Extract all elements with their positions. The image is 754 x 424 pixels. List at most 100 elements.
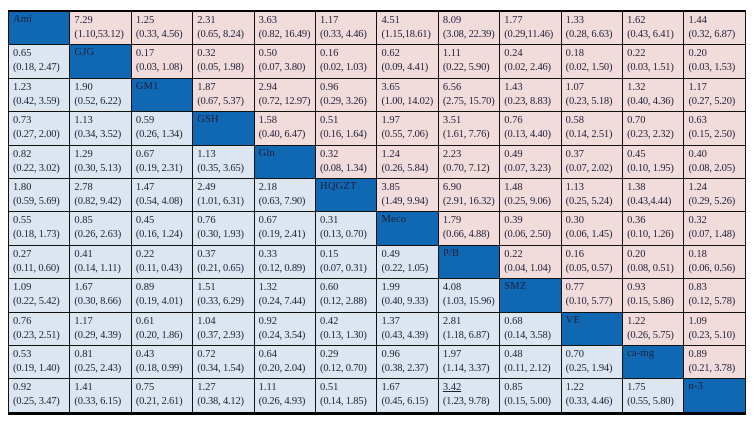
odds-ratio-value: 1.17 [74,315,93,327]
odds-ratio-value: 0.72 [197,349,216,361]
confidence-interval: (0.07, 2.02) [565,162,613,174]
effect-estimate-cell: 1.99 (0.40, 9.33) [376,278,439,313]
effect-estimate-cell: 1.29 (0.30, 5.13) [69,144,132,180]
effect-estimate-cell: 0.73 (0.27, 2.00) [7,111,71,146]
odds-ratio-value: 0.40 [688,148,707,160]
odds-ratio-value: 0.70 [627,115,646,127]
effect-estimate-cell: 0.32 (0.07, 1.48) [683,211,746,246]
confidence-interval: (0.26, 5.75) [627,329,674,341]
effect-estimate-cell: 0.49 (0.22, 1.05) [376,244,439,280]
odds-ratio-value: 1.97 [381,115,400,127]
odds-ratio-value: 0.22 [135,248,155,260]
league-table-figure: Ami 7.29 (1.10,53.12) 1.25 (0.33, 4.56) 2.31 (… [7,10,746,415]
effect-estimate-cell: 0.51 (0.16, 1.64) [315,111,378,146]
table-row: 0.92 (0.25, 3.47) 1.41 (0.33, 6.15) 0.75 (0.2… [7,378,746,414]
odds-ratio-value: 0.36 [627,215,646,227]
effect-estimate-cell: 0.81 (0.25, 2.43) [69,345,132,380]
odds-ratio-value: 0.43 [135,349,155,361]
league-table-body: Ami 7.29 (1.10,53.12) 1.25 (0.33, 4.56) 2.31 (… [7,10,746,414]
odds-ratio-value: 2.78 [74,182,93,194]
confidence-interval: (0.55, 5.80) [627,396,674,408]
confidence-interval: (0.25, 1.94) [565,363,613,375]
effect-estimate-cell: 0.93 (0.15, 5.86) [622,278,685,313]
effect-estimate-cell: 0.61 (0.20, 1.86) [130,311,194,347]
effect-estimate-cell: 8.09 (3.08, 22.39) [437,10,501,46]
odds-ratio-value: 0.45 [627,148,646,160]
odds-ratio-value: 0.61 [135,315,155,327]
effect-estimate-cell: 2.23 (0.70, 7.12) [437,144,501,180]
effect-estimate-cell: 3.85 (1.49, 9.94) [376,178,439,213]
confidence-interval: (0.14, 3.58) [504,329,551,341]
confidence-interval: (0.19, 4.01) [135,296,183,308]
odds-ratio-value: 0.60 [320,282,339,294]
confidence-interval: (0.15, 5.00) [504,396,551,408]
effect-estimate-cell: 0.85 (0.26, 2.63) [69,211,132,246]
odds-ratio-value: 1.43 [504,81,523,93]
effect-estimate-cell: 0.92 (0.25, 3.47) [7,378,71,414]
odds-ratio-value: 0.48 [504,349,523,361]
treatment-label: VE [565,314,581,326]
odds-ratio-value: 0.59 [135,115,155,127]
effect-estimate-cell: 1.44 (0.32, 6.87) [683,10,746,46]
effect-estimate-cell: 0.67 (0.19, 2.31) [130,144,194,180]
confidence-interval: (0.12, 2.88) [320,296,367,308]
odds-ratio-value: 1.04 [197,315,216,327]
odds-ratio-value: 0.39 [504,215,523,227]
odds-ratio-value: 1.80 [13,182,32,194]
odds-ratio-value: 0.76 [197,215,216,227]
effect-estimate-cell: 0.27 (0.11, 0.60) [7,244,71,280]
odds-ratio-value: 0.51 [320,115,339,127]
odds-ratio-value: 6.56 [442,81,462,93]
confidence-interval: (0.54, 4.08) [135,196,183,208]
confidence-interval: (0.25, 9.06) [504,196,551,208]
confidence-interval: (0.21, 2.61) [135,396,183,408]
odds-ratio-value: 3.51 [442,115,462,127]
odds-ratio-value: 0.20 [688,48,707,60]
confidence-interval: (0.34, 3.52) [74,129,121,141]
confidence-interval: (0.10, 1.26) [627,229,674,241]
effect-estimate-cell: 0.49 (0.07, 3.23) [499,144,562,180]
table-row: 0.53 (0.19, 1.40) 0.81 (0.25, 2.43) 0.43 (0.1… [7,345,746,380]
confidence-interval: (0.08, 2.05) [688,162,736,174]
odds-ratio-value: 2.23 [442,148,462,160]
odds-ratio-value: 1.23 [13,81,32,93]
confidence-interval: (0.22, 3.02) [13,162,60,174]
treatment-label: GM1 [135,80,159,92]
confidence-interval: (0.25, 5.24) [565,196,613,208]
confidence-interval: (0.30, 8.66) [74,296,121,308]
odds-ratio-value: 0.63 [688,115,707,127]
confidence-interval: (1.18, 6.87) [442,329,490,341]
odds-ratio-value: 1.97 [442,349,462,361]
confidence-interval: (0.12, 5.78) [688,296,736,308]
effect-estimate-cell: 1.87 (0.67, 5.37) [192,77,255,113]
effect-estimate-cell: 1.27 (0.38, 4.12) [192,378,255,414]
confidence-interval: (0.33, 6.15) [74,396,121,408]
confidence-interval: (0.07, 3.80) [258,62,306,74]
effect-estimate-cell: 1.04 (0.37, 2.93) [192,311,255,347]
confidence-interval: (0.10, 5.77) [565,296,613,308]
effect-estimate-cell: 0.37 (0.07, 2.02) [560,144,624,180]
effect-estimate-cell: 0.42 (0.13, 1.30) [315,311,378,347]
effect-estimate-cell: 0.89 (0.19, 4.01) [130,278,194,313]
confidence-interval: (0.16, 1.64) [320,129,367,141]
effect-estimate-cell: 1.33 (0.28, 6.63) [560,10,624,46]
odds-ratio-value: 0.68 [504,315,523,327]
confidence-interval: (0.22, 5.90) [442,62,490,74]
effect-estimate-cell: 0.67 (0.19, 2.41) [253,211,317,246]
effect-estimate-cell: 1.90 (0.52, 6.22) [69,77,132,113]
odds-ratio-value: 1.29 [74,148,93,160]
effect-estimate-cell: 1.75 (0.55, 5.80) [622,378,685,414]
effect-estimate-cell: 0.18 (0.02, 1.50) [560,44,624,79]
effect-estimate-cell: 1.38 (0.43,4.44) [622,178,685,213]
confidence-interval: (0.43,4.44) [627,196,672,208]
odds-ratio-value: 0.65 [13,48,32,60]
odds-ratio-value: 7.29 [74,15,93,26]
effect-estimate-cell: 0.59 (0.26, 1.34) [130,111,194,146]
odds-ratio-value: 1.09 [688,315,707,327]
odds-ratio-value: 0.67 [135,148,155,160]
confidence-interval: (0.08, 1.34) [320,162,367,174]
odds-ratio-value: 0.64 [258,349,277,361]
odds-ratio-value: 0.20 [627,248,646,260]
effect-estimate-cell: 0.58 (0.14, 2.51) [560,111,624,146]
odds-ratio-value: 1.09 [13,282,32,294]
